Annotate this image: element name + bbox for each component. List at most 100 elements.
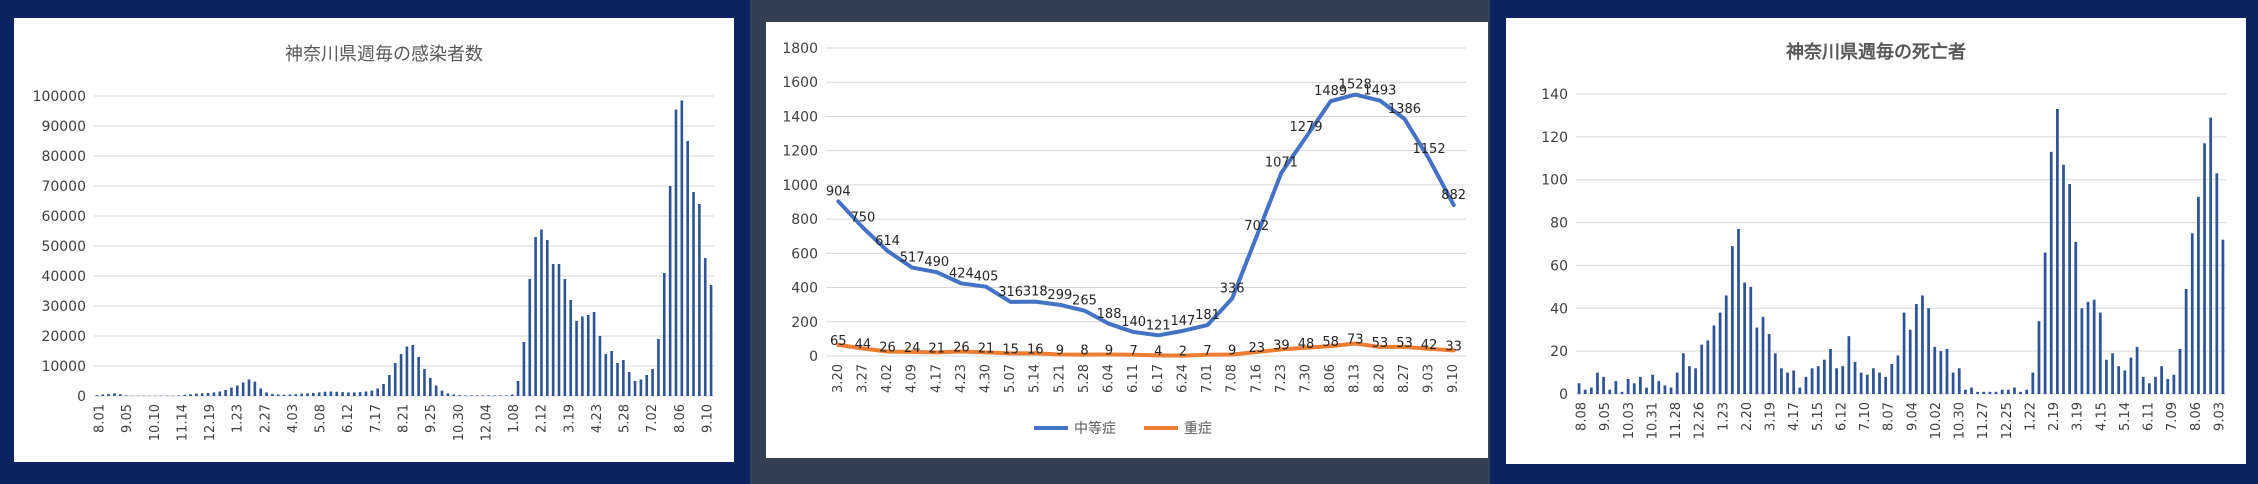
bar <box>610 351 613 396</box>
y-tick-label: 1400 <box>782 109 818 125</box>
bar <box>423 369 426 396</box>
data-label: 53 <box>1396 336 1413 351</box>
x-tick-label: 3.27 <box>855 364 870 393</box>
x-tick-label: 10.02 <box>1929 402 1944 439</box>
bar <box>510 394 514 396</box>
data-label: 53 <box>1372 336 1389 351</box>
x-tick-label: 6.11 <box>1126 364 1141 393</box>
bar <box>124 395 128 396</box>
bar <box>1829 349 1832 394</box>
legend-label: 中等症 <box>1074 420 1116 437</box>
bar <box>1663 385 1667 394</box>
data-label: 614 <box>875 234 900 249</box>
x-tick-label: 1.23 <box>1716 402 1731 431</box>
x-tick-label: 9.10 <box>1446 364 1461 393</box>
bar <box>709 285 713 396</box>
data-label: 1071 <box>1265 156 1298 171</box>
data-label: 9 <box>1228 343 1236 358</box>
data-label: 147 <box>1171 314 1196 329</box>
y-tick-label: 30000 <box>41 299 86 315</box>
bar <box>107 393 110 396</box>
bar <box>1718 312 1722 394</box>
bar <box>393 363 397 396</box>
x-tick-label: 8.27 <box>1397 364 1412 393</box>
bar <box>1835 368 1838 394</box>
x-tick-label: 8.01 <box>93 404 108 433</box>
data-label: 318 <box>1023 285 1048 300</box>
bar <box>230 387 233 396</box>
bar <box>271 393 274 396</box>
bar <box>2074 241 2078 394</box>
bar <box>2221 239 2225 394</box>
x-tick-label: 7.16 <box>1249 364 1264 393</box>
bar <box>1755 327 1759 394</box>
bar <box>113 393 116 396</box>
bar <box>101 394 105 396</box>
data-label: 21 <box>978 341 995 356</box>
bar <box>551 264 555 396</box>
bar <box>1970 387 1973 394</box>
y-tick-label: 40000 <box>41 269 86 285</box>
x-tick-label: 9.05 <box>1598 402 1613 431</box>
x-tick-label: 8.08 <box>1575 402 1590 431</box>
bar <box>352 392 356 396</box>
bar <box>224 390 227 396</box>
y-tick-label: 80000 <box>41 149 86 165</box>
y-tick-label: 200 <box>791 315 818 331</box>
x-tick-label: 4.17 <box>929 364 944 393</box>
bar <box>1859 372 1863 394</box>
data-label: 2 <box>1179 345 1187 360</box>
bar <box>1730 246 1734 394</box>
x-tick-label: 2.20 <box>1740 402 1755 431</box>
bar <box>2019 391 2022 394</box>
bar <box>662 273 666 396</box>
bar <box>703 258 707 396</box>
bar <box>698 204 701 396</box>
bar <box>2172 374 2176 394</box>
data-label: 44 <box>855 337 872 352</box>
x-tick-label: 7.02 <box>645 404 660 433</box>
bar <box>1700 344 1704 394</box>
bar <box>1896 355 1900 394</box>
y-tick-label: 40 <box>1550 301 1568 317</box>
bar <box>253 381 257 396</box>
chart-title: 神奈川県週毎の感染者数 <box>285 44 483 65</box>
data-label: 1489 <box>1314 84 1347 99</box>
x-tick-label: 4.03 <box>286 404 301 433</box>
data-label: 336 <box>1220 282 1245 297</box>
bar <box>1651 374 1655 394</box>
legend-label: 重症 <box>1184 421 1212 437</box>
bar <box>2117 366 2121 394</box>
bar <box>1872 368 1875 394</box>
bar <box>241 382 245 396</box>
x-tick-label: 1.22 <box>2023 402 2038 431</box>
bar <box>2154 376 2157 394</box>
data-label: 7 <box>1203 344 1211 359</box>
data-label: 21 <box>928 341 945 356</box>
bar <box>657 339 660 396</box>
data-label: 42 <box>1421 338 1438 353</box>
y-tick-label: 0 <box>809 349 818 365</box>
infections-chart: 神奈川県週毎の感染者数 0 10000 20000 30000 40000 50000 600… <box>33 44 716 441</box>
bar <box>522 342 526 396</box>
data-label: 24 <box>904 341 921 356</box>
data-label: 1528 <box>1339 78 1372 93</box>
bar <box>300 393 303 396</box>
bar <box>674 109 678 396</box>
bar <box>2037 321 2041 394</box>
x-tick-label: 4.23 <box>954 364 969 393</box>
bar <box>1614 381 1618 394</box>
bar <box>2184 289 2188 394</box>
bar <box>1688 366 1691 394</box>
bar <box>645 375 649 396</box>
bar <box>1577 383 1581 394</box>
x-tick-label: 8.13 <box>1348 364 1363 393</box>
x-tick-label: 4.23 <box>590 404 605 433</box>
y-tick-label: 20000 <box>41 329 86 345</box>
data-label: 65 <box>830 334 847 349</box>
x-tick-label: 8.06 <box>673 404 688 433</box>
y-tick-label: 100 <box>1541 173 1568 189</box>
bar <box>364 391 368 396</box>
x-tick-label: 11.28 <box>1669 402 1684 439</box>
y-tick-label: 70000 <box>41 179 86 195</box>
